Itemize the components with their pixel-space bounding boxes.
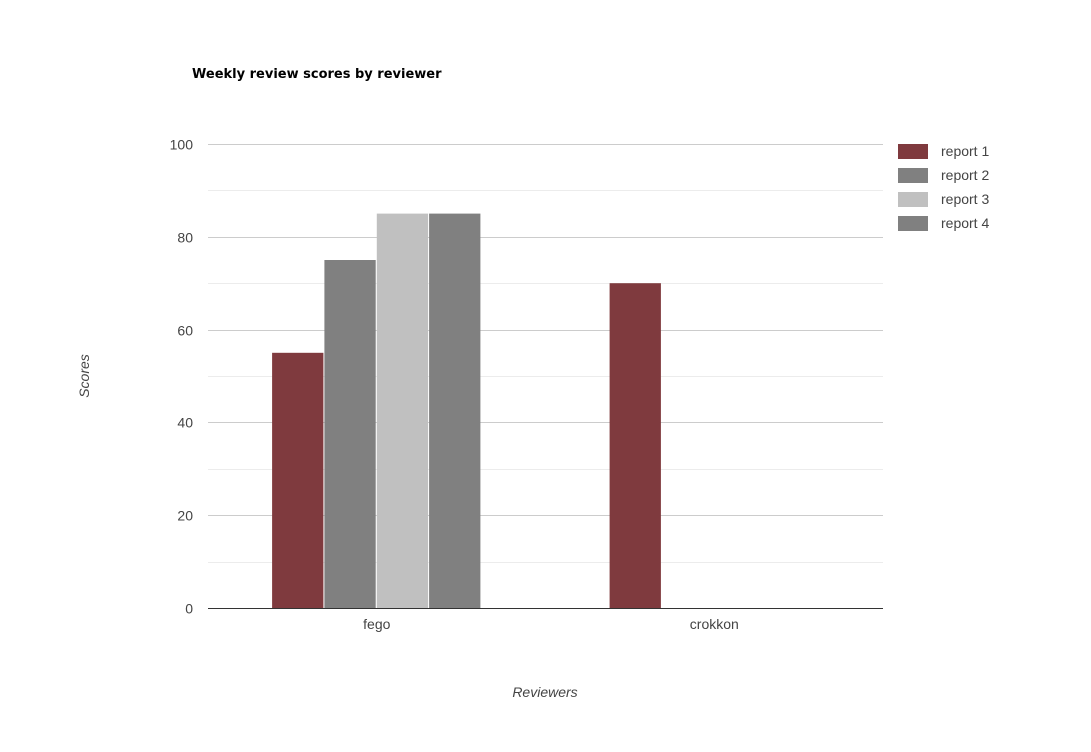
- legend-label: report 3: [941, 191, 989, 207]
- bar: [376, 213, 429, 608]
- legend-label: report 4: [941, 215, 989, 231]
- x-axis-ticks: fego crokkon: [363, 616, 739, 632]
- legend-label: report 1: [941, 143, 989, 159]
- y-axis-ticks: 0 20 40 60 80 100: [170, 137, 194, 617]
- legend-swatch: [898, 192, 928, 207]
- y-axis-title: Scores: [76, 354, 92, 398]
- y-tick-label: 20: [177, 508, 193, 524]
- bar: [609, 283, 661, 608]
- y-tick-label: 0: [185, 601, 193, 617]
- y-tick-label: 100: [170, 137, 194, 153]
- legend: report 1 report 2 report 3 report 4: [898, 143, 989, 231]
- legend-swatch: [898, 168, 928, 183]
- bar: [429, 213, 481, 608]
- y-tick-label: 60: [177, 323, 193, 339]
- y-tick-label: 40: [177, 415, 193, 431]
- chart-title: Weekly review scores by reviewer: [192, 67, 442, 82]
- x-tick-label: crokkon: [690, 616, 739, 632]
- bar: [272, 352, 324, 608]
- bars: [272, 213, 661, 608]
- legend-swatch: [898, 216, 928, 231]
- y-tick-label: 80: [177, 230, 193, 246]
- bar: [324, 260, 376, 608]
- legend-swatch: [898, 144, 928, 159]
- x-axis-title: Reviewers: [512, 684, 577, 700]
- x-tick-label: fego: [363, 616, 390, 632]
- legend-label: report 2: [941, 167, 989, 183]
